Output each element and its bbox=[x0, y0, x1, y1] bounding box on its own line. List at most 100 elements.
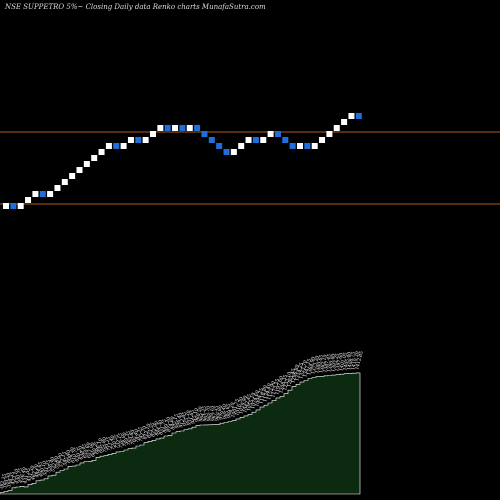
renko-brick-up bbox=[319, 137, 326, 143]
volume-label: 1412.85 bbox=[354, 350, 365, 370]
renko-brick-up bbox=[230, 149, 237, 155]
renko-brick-up bbox=[98, 149, 105, 155]
renko-brick-up bbox=[245, 137, 252, 143]
volume-step-area bbox=[0, 372, 361, 495]
volume-label: 572.15 bbox=[58, 451, 68, 468]
volume-label: 966.10 bbox=[206, 405, 216, 422]
renko-brick-up bbox=[32, 191, 39, 197]
volume-label: 610.75 bbox=[70, 446, 80, 463]
renko-brick-down bbox=[113, 143, 120, 149]
level-lines bbox=[0, 131, 500, 205]
volume-label: 765.40 bbox=[130, 428, 140, 445]
renko-brick-down bbox=[201, 131, 208, 137]
renko-brick-down bbox=[304, 143, 311, 149]
volume-label: 812.10 bbox=[142, 423, 152, 440]
volume-label: 931.65 bbox=[186, 409, 196, 426]
volume-label: 585.40 bbox=[62, 449, 72, 466]
volume-label: 720.55 bbox=[110, 434, 120, 451]
renko-brick-up bbox=[333, 125, 340, 131]
volume-label: 1118.80 bbox=[258, 385, 269, 405]
volume-label: 736.90 bbox=[118, 432, 128, 449]
volume-label: 1094.25 bbox=[254, 387, 265, 407]
renko-brick-down bbox=[10, 203, 17, 209]
renko-brick-up bbox=[76, 167, 83, 173]
renko-brick-down bbox=[289, 143, 296, 149]
volume-label: 423.10 bbox=[10, 468, 20, 485]
volume-label: 1390.80 bbox=[326, 353, 337, 373]
renko-brick-down bbox=[208, 137, 215, 143]
volume-area bbox=[0, 372, 361, 495]
volume-label: 620.20 bbox=[74, 445, 84, 462]
renko-brick-up bbox=[186, 125, 193, 131]
volume-label: 398.35 bbox=[6, 471, 16, 488]
volume-label: 1401.05 bbox=[338, 352, 349, 372]
volume-labels: 382.25390.50398.35423.10430.75436.40431.… bbox=[0, 350, 365, 490]
renko-bricks bbox=[3, 113, 362, 209]
renko-brick-down bbox=[179, 125, 186, 131]
renko-brick-down bbox=[223, 149, 230, 155]
volume-label: 1393.25 bbox=[330, 353, 341, 373]
renko-brick-up bbox=[120, 143, 127, 149]
volume-label: 638.45 bbox=[78, 443, 88, 460]
renko-brick-down bbox=[216, 143, 223, 149]
renko-brick-up bbox=[311, 143, 318, 149]
volume-label: 1347.15 bbox=[302, 358, 313, 378]
volume-label: 964.25 bbox=[198, 405, 208, 422]
volume-label: 1074.60 bbox=[250, 390, 261, 410]
volume-label: 823.55 bbox=[146, 422, 156, 439]
renko-brick-up bbox=[267, 131, 274, 137]
volume-label: 501.25 bbox=[42, 459, 52, 476]
volume-label: 1314.25 bbox=[294, 362, 305, 382]
volume-label: 1233.10 bbox=[282, 371, 293, 391]
volume-label: 608.30 bbox=[66, 447, 76, 464]
renko-brick-down bbox=[252, 137, 259, 143]
volume-label: 526.40 bbox=[46, 456, 56, 473]
renko-brick-up bbox=[142, 137, 149, 143]
volume-label: 686.10 bbox=[94, 438, 104, 455]
volume-label: 1296.80 bbox=[290, 364, 301, 384]
volume-label: 451.30 bbox=[26, 465, 36, 482]
volume-label: 960.50 bbox=[194, 406, 204, 423]
volume-label: 711.40 bbox=[106, 435, 116, 452]
volume-label: 430.75 bbox=[14, 467, 24, 484]
volume-label: 844.30 bbox=[154, 419, 164, 436]
volume-label: 895.15 bbox=[170, 413, 180, 430]
renko-brick-down bbox=[39, 191, 46, 197]
volume-label: 760.80 bbox=[126, 429, 136, 446]
volume-label: 967.35 bbox=[210, 405, 220, 422]
volume-label: 832.90 bbox=[150, 421, 160, 438]
renko-brick-up bbox=[105, 143, 112, 149]
volume-label: 912.85 bbox=[178, 411, 188, 428]
renko-brick-up bbox=[61, 179, 68, 185]
volume-label: 851.75 bbox=[158, 418, 168, 435]
volume-label: 965.70 bbox=[202, 405, 212, 422]
renko-brick-up bbox=[91, 155, 98, 161]
renko-brick-up bbox=[297, 143, 303, 149]
renko-brick-up bbox=[326, 131, 333, 137]
volume-label: 925.30 bbox=[182, 410, 192, 427]
renko-brick-up bbox=[54, 185, 61, 191]
volume-label: 650.60 bbox=[82, 442, 92, 459]
volume-label: 1408.75 bbox=[346, 351, 357, 371]
volume-label: 783.25 bbox=[134, 426, 144, 443]
volume-label: 1016.30 bbox=[234, 396, 245, 416]
volume-label: 1397.60 bbox=[334, 352, 345, 372]
volume-label: 1029.90 bbox=[238, 395, 249, 415]
renko-brick-up bbox=[127, 137, 134, 143]
volume-label: 1380.65 bbox=[314, 354, 325, 374]
volume-label: 651.90 bbox=[86, 442, 96, 459]
volume-label: 1001.75 bbox=[230, 398, 241, 418]
renko-brick-up bbox=[47, 191, 54, 197]
renko-brick-down bbox=[135, 137, 142, 143]
renko-brick-up bbox=[69, 173, 76, 179]
volume-label: 979.40 bbox=[218, 404, 228, 421]
renko-brick-up bbox=[157, 125, 164, 131]
volume-label: 1405.40 bbox=[342, 351, 353, 371]
volume-label: 1055.10 bbox=[246, 392, 257, 412]
volume-label: 985.65 bbox=[222, 403, 232, 420]
volume-label: 1364.90 bbox=[306, 356, 317, 376]
volume-label: 660.35 bbox=[90, 441, 100, 458]
renko-brick-up bbox=[25, 197, 32, 203]
